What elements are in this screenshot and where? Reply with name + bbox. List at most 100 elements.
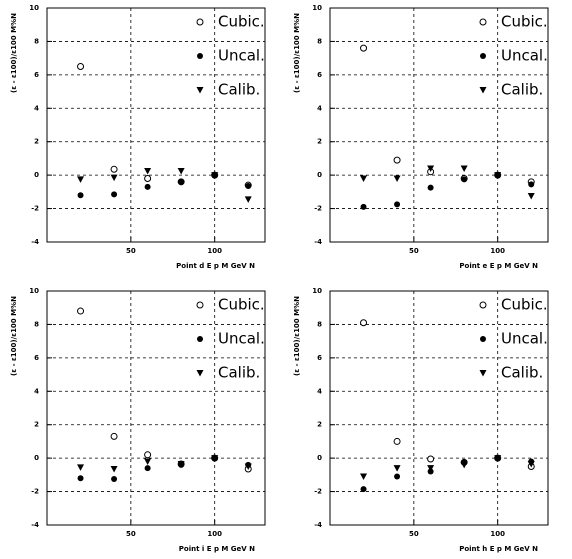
legend-label: Uncal.	[501, 330, 548, 348]
point	[111, 191, 118, 198]
point	[394, 473, 401, 480]
y-tick-label: 10	[312, 4, 322, 12]
x-tick-label: 50	[409, 247, 419, 255]
point	[77, 464, 85, 471]
y-tick-label: 8	[34, 320, 39, 328]
x-axis-label: Point h E p M GeV N	[459, 545, 538, 553]
point	[144, 458, 152, 465]
point	[177, 167, 185, 175]
y-tick-label: 4	[34, 104, 39, 112]
point	[427, 455, 435, 463]
x-axis-label: Point d E p M GeV N	[176, 262, 255, 270]
point	[144, 174, 152, 182]
point	[527, 193, 535, 200]
y-tick-label: 6	[317, 71, 322, 79]
point	[427, 465, 435, 472]
y-tick-label: 0	[34, 171, 39, 179]
legend-label: Calib.	[218, 81, 260, 99]
point	[110, 432, 118, 440]
point	[245, 183, 252, 190]
legend-marker	[480, 336, 486, 342]
y-tick-label: 8	[34, 37, 39, 45]
legend-label: Uncal.	[501, 47, 548, 65]
legend-marker	[197, 53, 203, 59]
point	[494, 172, 502, 179]
y-tick-label: 8	[317, 320, 322, 328]
legend-label: Cubic.	[218, 296, 265, 314]
plot-frame	[46, 7, 266, 243]
y-tick-label: 10	[29, 287, 39, 295]
y-tick-label: 10	[312, 287, 322, 295]
legend-marker	[197, 336, 203, 342]
legend-label: Calib.	[501, 81, 543, 99]
point	[144, 451, 152, 459]
x-tick-label: 50	[409, 530, 419, 538]
point	[111, 476, 118, 483]
legend-label: Cubic.	[501, 13, 548, 31]
y-tick-label: 4	[317, 104, 322, 112]
legend-marker	[479, 18, 487, 26]
y-tick-label: 4	[317, 387, 322, 395]
y-tick-label: 4	[34, 387, 39, 395]
point	[460, 165, 468, 172]
point	[393, 465, 401, 472]
point	[110, 174, 118, 182]
y-tick-label: -4	[314, 238, 322, 246]
legend-marker	[196, 301, 204, 309]
y-axis-label: (ε - ε100)/ε100 M%N	[293, 296, 301, 376]
y-tick-label: 2	[317, 421, 322, 429]
point	[360, 175, 368, 182]
legend-label: Uncal.	[218, 47, 265, 65]
legend-label: Cubic.	[218, 13, 265, 31]
y-axis-label: (ε - ε100)/ε100 M%N	[10, 13, 18, 93]
point	[244, 196, 252, 203]
y-tick-label: 10	[29, 4, 39, 12]
y-tick-label: -4	[314, 521, 322, 529]
x-tick-label: 50	[126, 530, 136, 538]
x-tick-label: 100	[490, 530, 505, 538]
y-tick-label: -2	[31, 205, 39, 213]
legend-marker	[480, 53, 486, 59]
legend-marker	[196, 18, 204, 26]
point	[393, 175, 401, 182]
legend-marker	[479, 301, 487, 309]
x-axis-label: Point i E p M GeV N	[179, 545, 255, 553]
point	[77, 192, 84, 199]
y-tick-label: -2	[31, 488, 39, 496]
x-tick-label: 100	[207, 247, 222, 255]
point	[77, 475, 84, 482]
point	[110, 466, 118, 473]
point	[461, 176, 468, 183]
legend-marker	[479, 370, 487, 377]
y-tick-label: 2	[34, 138, 39, 146]
y-tick-label: 0	[317, 171, 322, 179]
point	[393, 156, 401, 164]
y-tick-label: 2	[34, 421, 39, 429]
y-tick-label: 2	[317, 138, 322, 146]
y-tick-label: 0	[317, 454, 322, 462]
plot-frame	[46, 290, 266, 526]
point	[211, 172, 219, 179]
y-axis-label: (ε - ε100)/ε100 M%N	[10, 296, 18, 376]
y-tick-label: 6	[34, 71, 39, 79]
y-tick-label: -2	[314, 205, 322, 213]
y-tick-label: 6	[34, 354, 39, 362]
x-tick-label: 50	[126, 247, 136, 255]
point	[427, 184, 434, 191]
x-axis-label: Point e E p M GeV N	[459, 262, 538, 270]
point	[527, 460, 535, 468]
point	[144, 465, 151, 472]
point	[394, 201, 401, 208]
point	[360, 44, 368, 52]
legend-marker	[479, 87, 487, 94]
point	[110, 165, 118, 173]
point	[360, 473, 368, 481]
y-tick-label: 6	[317, 354, 322, 362]
legend-marker	[196, 87, 204, 94]
point	[528, 181, 535, 188]
y-tick-label: -2	[314, 488, 322, 496]
x-tick-label: 100	[490, 247, 505, 255]
point	[360, 203, 367, 210]
x-tick-label: 100	[207, 530, 222, 538]
